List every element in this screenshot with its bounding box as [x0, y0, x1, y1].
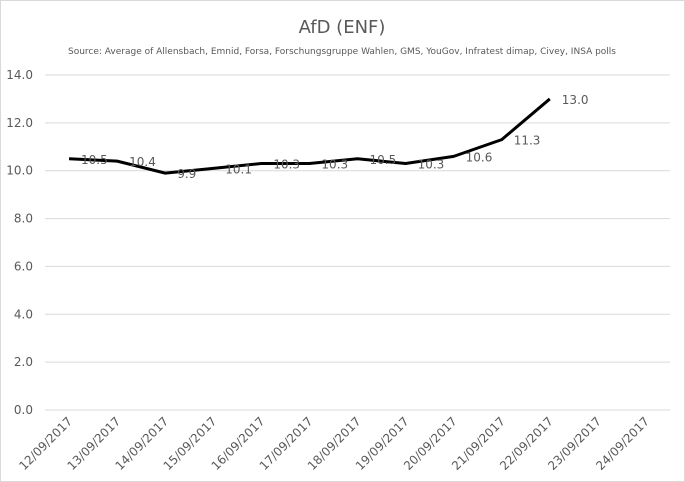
data-label: 10.6 — [466, 150, 493, 164]
data-label: 10.4 — [129, 155, 156, 169]
data-label: 10.3 — [418, 158, 445, 172]
y-tick-label: 2.0 — [14, 355, 33, 369]
data-label: 10.5 — [370, 153, 397, 167]
y-tick-label: 4.0 — [14, 307, 33, 321]
y-tick-label: 8.0 — [14, 212, 33, 226]
y-tick-label: 12.0 — [6, 116, 33, 130]
line-series — [68, 97, 551, 175]
data-label: 10.1 — [225, 162, 252, 176]
chart-subtitle: Source: Average of Allensbach, Emnid, Fo… — [68, 47, 616, 57]
data-label: 10.3 — [321, 158, 348, 172]
y-tick-label: 0.0 — [14, 403, 33, 417]
data-label: 10.5 — [81, 153, 108, 167]
y-tick-label: 6.0 — [14, 259, 33, 273]
data-label: 9.9 — [177, 167, 196, 181]
data-label: 10.3 — [273, 158, 300, 172]
data-label: 11.3 — [514, 134, 541, 148]
y-tick-label: 14.0 — [6, 68, 33, 82]
chart-title: AfD (ENF) — [299, 17, 386, 38]
data-label: 13.0 — [562, 93, 589, 107]
y-tick-label: 10.0 — [6, 164, 33, 178]
